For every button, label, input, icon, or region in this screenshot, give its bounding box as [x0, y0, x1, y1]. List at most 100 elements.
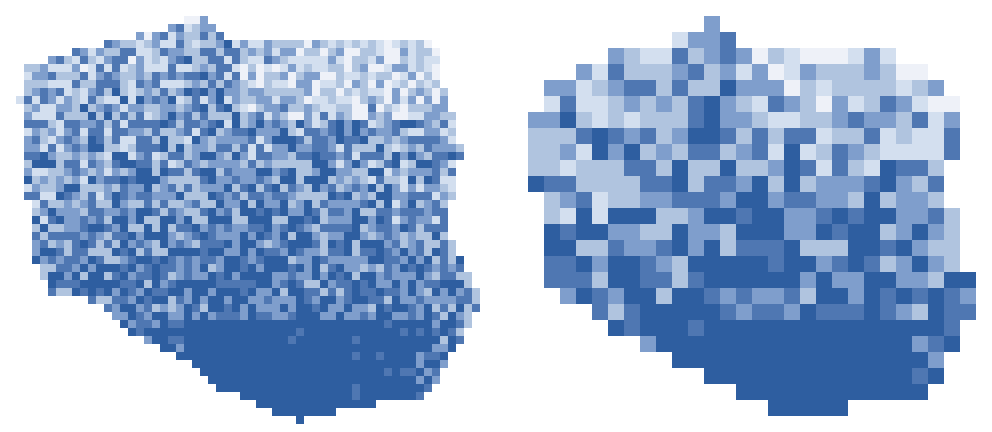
coarse-grid-cell — [880, 224, 896, 240]
fine-grid-cell — [416, 312, 424, 320]
fine-grid-cell — [312, 120, 320, 128]
fine-grid-cell — [200, 128, 208, 136]
fine-grid-cell — [456, 312, 464, 320]
fine-grid-cell — [408, 56, 416, 64]
fine-grid-cell — [120, 128, 128, 136]
fine-grid-cell — [216, 336, 224, 344]
fine-grid-cell — [136, 208, 144, 216]
coarse-grid-cell — [752, 144, 768, 160]
fine-grid-cell — [392, 192, 400, 200]
fine-grid-cell — [328, 176, 336, 184]
fine-grid-cell — [432, 232, 440, 240]
fine-grid-cell — [88, 296, 96, 304]
fine-grid-cell — [432, 136, 440, 144]
fine-grid-cell — [128, 64, 136, 72]
fine-grid-cell — [416, 224, 424, 232]
fine-grid-cell — [96, 200, 104, 208]
fine-grid-cell — [376, 120, 384, 128]
fine-grid-cell — [104, 232, 112, 240]
coarse-grid-cell — [848, 320, 864, 336]
fine-grid-cell — [296, 344, 304, 352]
fine-grid-cell — [376, 48, 384, 56]
fine-grid-cell — [400, 192, 408, 200]
fine-grid-cell — [392, 344, 400, 352]
fine-grid-cell — [424, 160, 432, 168]
fine-grid-cell — [448, 240, 456, 248]
coarse-grid-cell — [816, 80, 832, 96]
coarse-grid-cell — [704, 48, 720, 64]
fine-grid-cell — [160, 168, 168, 176]
fine-grid-cell — [208, 248, 216, 256]
fine-grid-cell — [328, 384, 336, 392]
fine-grid-cell — [368, 72, 376, 80]
fine-grid-cell — [400, 64, 408, 72]
coarse-grid-cell — [640, 128, 656, 144]
fine-grid-cell — [80, 160, 88, 168]
fine-grid-cell — [424, 208, 432, 216]
fine-grid-cell — [328, 232, 336, 240]
fine-grid-cell — [176, 200, 184, 208]
fine-grid-cell — [280, 128, 288, 136]
fine-grid-cell — [304, 48, 312, 56]
fine-grid-cell — [432, 208, 440, 216]
fine-grid-cell — [136, 128, 144, 136]
coarse-grid-cell — [864, 368, 880, 384]
fine-grid-cell — [376, 352, 384, 360]
coarse-grid-cell — [640, 192, 656, 208]
fine-grid-cell — [352, 64, 360, 72]
coarse-grid-cell — [720, 208, 736, 224]
fine-grid-cell — [168, 128, 176, 136]
fine-grid-cell — [184, 168, 192, 176]
coarse-grid-cell — [560, 176, 576, 192]
coarse-grid-cell — [896, 368, 912, 384]
fine-grid-cell — [144, 192, 152, 200]
fine-grid-cell — [160, 256, 168, 264]
coarse-grid-cell — [592, 160, 608, 176]
fine-grid-cell — [328, 152, 336, 160]
fine-grid-cell — [200, 112, 208, 120]
fine-grid-cell — [272, 248, 280, 256]
fine-grid-cell — [416, 184, 424, 192]
fine-grid-cell — [40, 264, 48, 272]
fine-grid-cell — [272, 184, 280, 192]
fine-grid-cell — [152, 120, 160, 128]
fine-grid-cell — [152, 72, 160, 80]
fine-grid-cell — [248, 192, 256, 200]
coarse-grid-cell — [784, 64, 800, 80]
coarse-grid-cell — [672, 96, 688, 112]
fine-grid-cell — [104, 192, 112, 200]
fine-grid-cell — [400, 48, 408, 56]
fine-grid-cell — [88, 56, 96, 64]
fine-grid-cell — [424, 80, 432, 88]
coarse-grid-cell — [656, 240, 672, 256]
fine-grid-cell — [48, 208, 56, 216]
fine-grid-cell — [48, 224, 56, 232]
fine-grid-cell — [336, 48, 344, 56]
fine-grid-cell — [280, 216, 288, 224]
fine-grid-cell — [40, 216, 48, 224]
fine-grid-cell — [128, 96, 136, 104]
coarse-grid-cell — [832, 352, 848, 368]
fine-grid-cell — [232, 264, 240, 272]
fine-grid-cell — [328, 296, 336, 304]
fine-grid-cell — [160, 296, 168, 304]
fine-grid-cell — [232, 328, 240, 336]
fine-grid-cell — [328, 64, 336, 72]
fine-grid-cell — [352, 392, 360, 400]
fine-grid-cell — [400, 144, 408, 152]
fine-grid-cell — [280, 376, 288, 384]
fine-grid-cell — [80, 56, 88, 64]
fine-grid-cell — [224, 72, 232, 80]
fine-grid-cell — [440, 224, 448, 232]
fine-grid-cell — [112, 40, 120, 48]
fine-grid-cell — [216, 256, 224, 264]
fine-grid-cell — [440, 288, 448, 296]
fine-grid-cell — [352, 304, 360, 312]
fine-grid-cell — [240, 64, 248, 72]
fine-grid-cell — [48, 256, 56, 264]
fine-grid-cell — [464, 304, 472, 312]
fine-grid-cell — [216, 328, 224, 336]
fine-grid-cell — [176, 104, 184, 112]
coarse-grid-cell — [800, 256, 816, 272]
coarse-grid-cell — [656, 176, 672, 192]
